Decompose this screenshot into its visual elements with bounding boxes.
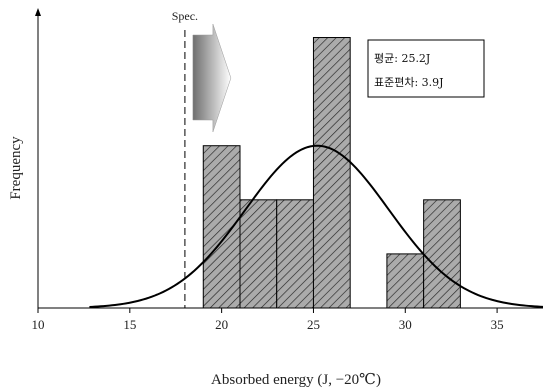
mean-annotation: 평균: 25.2J: [374, 52, 430, 65]
spec-label: Spec.: [172, 9, 198, 23]
x-tick-label: 15: [123, 317, 136, 332]
x-tick-label: 30: [399, 317, 412, 332]
x-tick-label: 20: [215, 317, 228, 332]
histogram-bar-3: [276, 199, 314, 309]
spec-direction-arrow-icon: [192, 23, 232, 133]
normal-distribution-curve: [89, 144, 543, 308]
x-tick-label: 25: [307, 317, 320, 332]
std-annotation: 표준편차: 3.9J: [374, 76, 444, 89]
histogram-bar-1: [202, 145, 241, 309]
x-axis-title: Absorbed energy (J, −20℃): [211, 372, 381, 388]
y-axis-title: Frequency: [8, 136, 24, 200]
histogram-bar-2: [239, 199, 278, 309]
x-tick-label: 10: [32, 317, 45, 332]
histogram-bar-5: [386, 253, 425, 309]
histogram-bars: [202, 37, 461, 309]
statistics-annotation-box: [367, 39, 485, 98]
x-tick-label: 35: [491, 317, 504, 332]
y-axis-arrowhead: [35, 8, 41, 16]
x-axis-ticks: 10 15 20 25 30 35: [32, 308, 504, 332]
histogram-bar-4: [312, 37, 351, 309]
histogram-bar-6: [423, 199, 461, 309]
